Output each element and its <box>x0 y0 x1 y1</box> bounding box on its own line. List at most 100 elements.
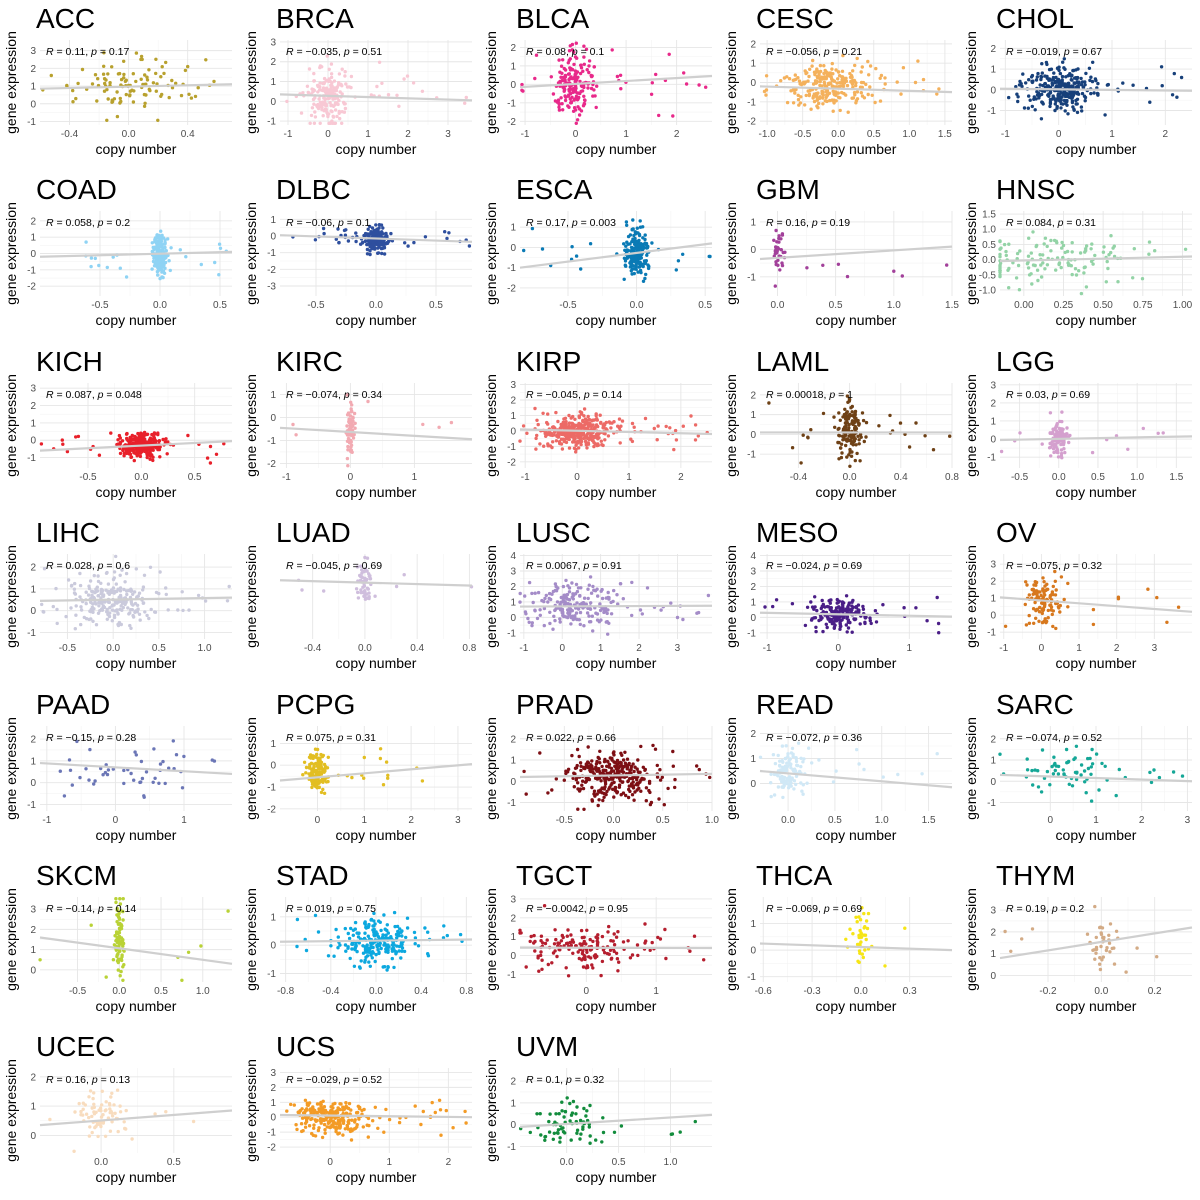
data-point <box>1004 250 1008 254</box>
data-point <box>345 85 350 89</box>
x-tick-label: 1.0 <box>887 300 901 311</box>
data-point <box>1039 275 1044 280</box>
data-point <box>344 82 348 86</box>
data-point <box>586 744 590 749</box>
data-point <box>1024 623 1029 627</box>
data-point <box>853 436 857 441</box>
data-point <box>1068 95 1072 99</box>
data-point <box>588 764 593 769</box>
data-point <box>601 768 605 772</box>
data-point <box>412 241 416 245</box>
data-point <box>1089 91 1093 96</box>
data-point <box>319 790 324 794</box>
data-point <box>71 100 75 104</box>
data-point <box>367 242 371 247</box>
data-point <box>1038 253 1042 257</box>
data-point <box>567 72 571 76</box>
data-point <box>1035 93 1040 97</box>
x-axis-label: copy number <box>576 312 657 328</box>
data-point <box>575 747 580 751</box>
data-point <box>617 776 622 780</box>
data-point <box>110 608 115 613</box>
data-point <box>843 79 847 83</box>
correlation-stat: R = −0.024, p = 0.69 <box>766 560 862 572</box>
data-point <box>386 93 391 97</box>
data-point <box>380 252 384 256</box>
data-point <box>847 452 851 457</box>
data-point <box>1033 108 1037 112</box>
x-tick-label: -1 <box>1001 129 1010 140</box>
x-tick-label: -0.5 <box>59 643 77 654</box>
x-tick-label: 1.5 <box>1169 472 1183 483</box>
data-point <box>533 406 537 410</box>
data-point <box>596 594 600 598</box>
data-point <box>376 246 380 251</box>
data-point <box>833 425 837 429</box>
panel-meso: -1 0 1 -1 0 1 2 3 4 R = −0.024, p = 0.69 MESO copy … <box>720 514 960 685</box>
data-point <box>1048 410 1053 415</box>
data-point <box>1058 610 1062 614</box>
data-point <box>527 620 531 625</box>
data-point <box>864 435 868 439</box>
data-point <box>307 765 312 770</box>
data-point <box>801 782 805 787</box>
data-point <box>132 458 136 463</box>
data-point <box>329 62 334 66</box>
data-point <box>598 749 602 753</box>
data-point <box>1109 251 1113 255</box>
data-point <box>318 64 323 68</box>
data-point <box>579 267 583 272</box>
data-point <box>612 794 616 799</box>
y-tick-label: 4 <box>750 551 756 562</box>
data-point <box>1055 448 1060 452</box>
data-point <box>148 448 153 453</box>
data-point <box>1090 450 1095 455</box>
y-tick-label: 2 <box>510 395 516 406</box>
y-tick-label: -1 <box>27 800 36 811</box>
data-point <box>131 614 135 618</box>
x-tick-label: 1.0 <box>902 129 916 140</box>
data-point <box>101 606 105 610</box>
data-point <box>1067 440 1071 444</box>
data-point <box>1007 267 1011 271</box>
x-tick-label: 2 <box>1114 643 1120 654</box>
data-point <box>567 49 572 53</box>
data-point <box>635 787 639 792</box>
data-point <box>658 777 663 782</box>
data-point <box>144 93 148 97</box>
data-point <box>835 81 839 85</box>
data-point <box>837 84 841 89</box>
data-point <box>615 758 620 762</box>
data-point <box>1039 117 1044 121</box>
data-point <box>1084 285 1089 289</box>
data-point <box>327 96 331 100</box>
data-point <box>618 73 623 78</box>
y-axis-label: gene expression <box>723 31 739 134</box>
data-point <box>624 244 628 249</box>
data-point <box>138 454 143 458</box>
data-point <box>89 600 93 604</box>
correlation-stat: R = −0.075, p = 0.32 <box>1006 560 1102 572</box>
data-point <box>114 582 119 586</box>
data-point <box>568 84 572 89</box>
data-point <box>368 233 372 237</box>
data-point <box>189 96 194 100</box>
data-point <box>550 787 554 792</box>
data-point <box>135 595 139 599</box>
data-point <box>831 99 835 103</box>
data-point <box>849 79 853 84</box>
data-point <box>606 433 611 438</box>
data-point <box>1075 110 1080 115</box>
data-point <box>866 92 870 97</box>
data-point <box>594 105 598 110</box>
data-point <box>560 595 564 600</box>
data-point <box>1048 78 1053 82</box>
data-point <box>373 247 377 252</box>
y-tick-label: -1 <box>27 266 36 277</box>
data-point <box>592 418 597 422</box>
data-point <box>854 610 858 614</box>
data-point <box>945 263 949 268</box>
y-tick-label: 1 <box>30 418 36 429</box>
data-point <box>937 87 941 91</box>
